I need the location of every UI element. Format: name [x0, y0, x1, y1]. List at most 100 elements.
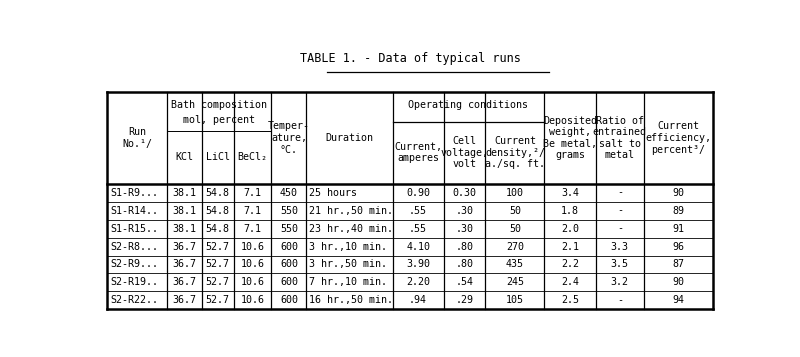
- Text: 2.5: 2.5: [561, 296, 579, 306]
- Text: 600: 600: [280, 260, 298, 270]
- Text: 3.5: 3.5: [610, 260, 629, 270]
- Text: 52.7: 52.7: [206, 277, 230, 287]
- Text: 52.7: 52.7: [206, 241, 230, 251]
- Text: 2.4: 2.4: [561, 277, 579, 287]
- Text: S2-R19..: S2-R19..: [110, 277, 158, 287]
- Text: 3.4: 3.4: [561, 187, 579, 197]
- Text: 89: 89: [672, 206, 684, 216]
- Text: .94: .94: [409, 296, 427, 306]
- Text: Current
efficiency,
percent³/: Current efficiency, percent³/: [646, 121, 711, 155]
- Text: S1-R14..: S1-R14..: [110, 206, 158, 216]
- Text: 435: 435: [506, 260, 524, 270]
- Text: 2.2: 2.2: [561, 260, 579, 270]
- Text: 91: 91: [672, 223, 684, 233]
- Text: 4.10: 4.10: [406, 241, 430, 251]
- Text: 52.7: 52.7: [206, 296, 230, 306]
- Text: Operating conditions: Operating conditions: [409, 100, 529, 110]
- Text: 23 hr.,40 min.: 23 hr.,40 min.: [309, 223, 393, 233]
- Text: 10.6: 10.6: [241, 241, 265, 251]
- Text: Current
density,²/
a./sq. ft.: Current density,²/ a./sq. ft.: [485, 136, 545, 169]
- Text: 600: 600: [280, 241, 298, 251]
- Text: 87: 87: [672, 260, 684, 270]
- Text: Current,
amperes: Current, amperes: [394, 142, 442, 163]
- Text: 1.8: 1.8: [561, 206, 579, 216]
- Text: 16 hr.,50 min.: 16 hr.,50 min.: [309, 296, 393, 306]
- Text: 50: 50: [509, 223, 521, 233]
- Text: 10.6: 10.6: [241, 277, 265, 287]
- Text: 245: 245: [506, 277, 524, 287]
- Text: 600: 600: [280, 277, 298, 287]
- Text: 36.7: 36.7: [172, 260, 196, 270]
- Text: Bath composition: Bath composition: [171, 100, 267, 110]
- Text: 54.8: 54.8: [206, 187, 230, 197]
- Text: S1-R9...: S1-R9...: [110, 187, 158, 197]
- Text: 3.3: 3.3: [610, 241, 629, 251]
- Text: 550: 550: [280, 206, 298, 216]
- Text: 7 hr.,10 min.: 7 hr.,10 min.: [309, 277, 387, 287]
- Text: 550: 550: [280, 223, 298, 233]
- Text: S2-R9...: S2-R9...: [110, 260, 158, 270]
- Text: 21 hr.,50 min.: 21 hr.,50 min.: [309, 206, 393, 216]
- Text: 10.6: 10.6: [241, 260, 265, 270]
- Text: S2-R22..: S2-R22..: [110, 296, 158, 306]
- Text: 7.1: 7.1: [244, 223, 262, 233]
- Text: Cell
voltage,
volt: Cell voltage, volt: [441, 136, 489, 169]
- Text: 3 hr.,50 min.: 3 hr.,50 min.: [309, 260, 387, 270]
- Text: 3 hr.,10 min.: 3 hr.,10 min.: [309, 241, 387, 251]
- Text: 52.7: 52.7: [206, 260, 230, 270]
- Text: 3.90: 3.90: [406, 260, 430, 270]
- Text: .55: .55: [409, 206, 427, 216]
- Text: .30: .30: [455, 206, 474, 216]
- Text: .80: .80: [455, 241, 474, 251]
- Text: 2.0: 2.0: [561, 223, 579, 233]
- Text: 38.1: 38.1: [172, 223, 196, 233]
- Text: 3.2: 3.2: [610, 277, 629, 287]
- Text: .55: .55: [409, 223, 427, 233]
- Text: 25 hours: 25 hours: [309, 187, 357, 197]
- Text: S1-R15..: S1-R15..: [110, 223, 158, 233]
- Text: 50: 50: [509, 206, 521, 216]
- Text: 270: 270: [506, 241, 524, 251]
- Text: 7.1: 7.1: [244, 206, 262, 216]
- Text: 0.30: 0.30: [453, 187, 477, 197]
- Text: -: -: [617, 223, 622, 233]
- Text: 54.8: 54.8: [206, 223, 230, 233]
- Text: 96: 96: [672, 241, 684, 251]
- Text: 94: 94: [672, 296, 684, 306]
- Text: 600: 600: [280, 296, 298, 306]
- Text: -: -: [617, 296, 622, 306]
- Text: 54.8: 54.8: [206, 206, 230, 216]
- Text: 10.6: 10.6: [241, 296, 265, 306]
- Text: .80: .80: [455, 260, 474, 270]
- Text: LiCl: LiCl: [206, 152, 230, 162]
- Text: 2.20: 2.20: [406, 277, 430, 287]
- Text: 7.1: 7.1: [244, 187, 262, 197]
- Text: S2-R8...: S2-R8...: [110, 241, 158, 251]
- Text: Deposited
weight,
Be metal,
grams: Deposited weight, Be metal, grams: [543, 116, 597, 160]
- Text: 36.7: 36.7: [172, 241, 196, 251]
- Text: TABLE 1. - Data of typical runs: TABLE 1. - Data of typical runs: [299, 52, 521, 65]
- Text: Run
No.¹/: Run No.¹/: [122, 127, 152, 149]
- Text: 36.7: 36.7: [172, 277, 196, 287]
- Text: 90: 90: [672, 187, 684, 197]
- Text: Duration: Duration: [326, 133, 374, 143]
- Text: 0.90: 0.90: [406, 187, 430, 197]
- Text: KCl: KCl: [175, 152, 193, 162]
- Text: Ratio of
entrained
salt to
metal: Ratio of entrained salt to metal: [593, 116, 646, 160]
- Text: 100: 100: [506, 187, 524, 197]
- Text: 90: 90: [672, 277, 684, 287]
- Text: mol, percent: mol, percent: [183, 115, 255, 125]
- Text: 38.1: 38.1: [172, 206, 196, 216]
- Text: 105: 105: [506, 296, 524, 306]
- Text: BeCl₂: BeCl₂: [238, 152, 268, 162]
- Text: .54: .54: [455, 277, 474, 287]
- Text: .29: .29: [455, 296, 474, 306]
- Text: .30: .30: [455, 223, 474, 233]
- Text: -: -: [617, 206, 622, 216]
- Text: Temper-
ature,
°C.: Temper- ature, °C.: [268, 121, 310, 155]
- Text: 2.1: 2.1: [561, 241, 579, 251]
- Text: 450: 450: [280, 187, 298, 197]
- Text: 36.7: 36.7: [172, 296, 196, 306]
- Text: -: -: [617, 187, 622, 197]
- Text: 38.1: 38.1: [172, 187, 196, 197]
